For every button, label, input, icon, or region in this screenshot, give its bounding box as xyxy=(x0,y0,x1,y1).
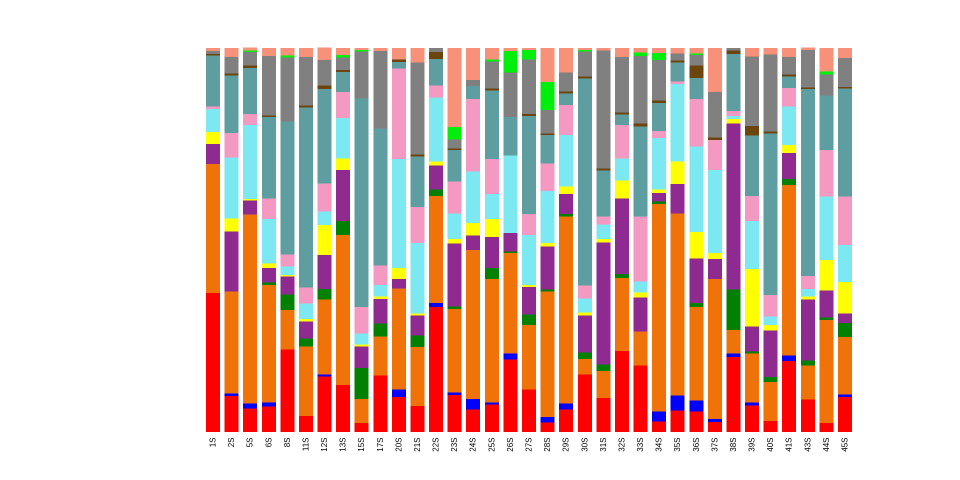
svg-text:37S: 37S xyxy=(710,438,719,452)
svg-text:36S: 36S xyxy=(692,438,701,452)
svg-text:1S: 1S xyxy=(209,438,218,448)
svg-text:26S: 26S xyxy=(506,438,515,452)
svg-text:30S: 30S xyxy=(580,438,589,452)
svg-text:22S: 22S xyxy=(432,438,441,452)
svg-text:45S: 45S xyxy=(841,438,850,452)
svg-text:44S: 44S xyxy=(822,438,831,452)
svg-text:41S: 41S xyxy=(785,438,794,452)
svg-text:38S: 38S xyxy=(729,438,738,452)
svg-text:5S: 5S xyxy=(246,438,255,448)
svg-text:8S: 8S xyxy=(283,438,292,448)
svg-text:2S: 2S xyxy=(227,438,236,448)
svg-text:13S: 13S xyxy=(339,438,348,452)
svg-text:39S: 39S xyxy=(748,438,757,452)
svg-text:32S: 32S xyxy=(617,438,626,452)
svg-text:15S: 15S xyxy=(357,438,366,452)
svg-text:12S: 12S xyxy=(320,438,329,452)
svg-text:27S: 27S xyxy=(525,438,534,452)
svg-text:20S: 20S xyxy=(394,438,403,452)
svg-text:24S: 24S xyxy=(469,438,478,452)
svg-text:35S: 35S xyxy=(673,438,682,452)
svg-text:34S: 34S xyxy=(655,438,664,452)
svg-text:25S: 25S xyxy=(487,438,496,452)
svg-text:11S: 11S xyxy=(301,438,310,452)
svg-text:23S: 23S xyxy=(450,438,459,452)
svg-text:31S: 31S xyxy=(599,438,608,452)
svg-text:43S: 43S xyxy=(803,438,812,452)
svg-text:33S: 33S xyxy=(636,438,645,452)
svg-text:29S: 29S xyxy=(562,438,571,452)
svg-text:21S: 21S xyxy=(413,438,422,452)
svg-text:28S: 28S xyxy=(543,438,552,452)
svg-text:6S: 6S xyxy=(264,438,273,448)
svg-text:40S: 40S xyxy=(766,438,775,452)
svg-text:17S: 17S xyxy=(376,438,385,452)
